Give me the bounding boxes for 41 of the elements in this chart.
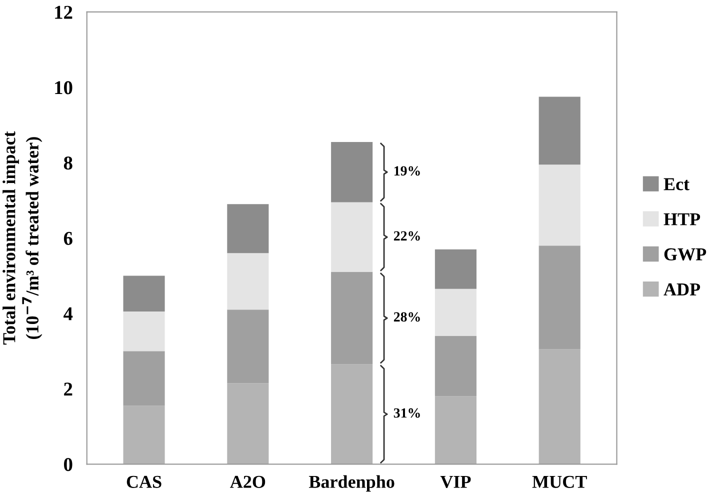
y-tick-label: 10	[55, 81, 72, 94]
bar	[538, 96, 580, 165]
bar	[331, 364, 373, 464]
annotation: 31%	[394, 408, 420, 418]
annotation: 22%	[394, 231, 420, 241]
y-tick-label: 2	[64, 382, 72, 396]
bar	[331, 272, 373, 364]
bar	[538, 246, 580, 350]
bar	[123, 351, 165, 406]
bar	[227, 310, 269, 384]
annotation: 28%	[394, 312, 420, 322]
bar	[434, 336, 476, 396]
bar	[123, 312, 165, 352]
bar	[434, 249, 476, 289]
bar	[123, 406, 165, 464]
bar	[538, 164, 580, 246]
bar	[227, 204, 269, 254]
x-tick-label: A2O	[230, 476, 266, 488]
x-tick-label: MUCT	[532, 476, 587, 488]
bar	[227, 253, 269, 310]
bar	[434, 396, 476, 464]
legend-label: HTP	[664, 213, 700, 226]
y-tick-label: 6	[64, 232, 72, 245]
bar	[123, 276, 165, 312]
y-axis-title: Total environmental impact (10$^{−7}$/m³ of treated water)	[2, 131, 42, 345]
legend-label: ADP	[664, 283, 700, 296]
bar	[331, 142, 373, 202]
x-tick-label: VIP	[440, 476, 471, 488]
bar	[434, 288, 476, 336]
legend-label: GWP	[664, 248, 706, 261]
y-tick-label: 12	[55, 6, 72, 19]
bar	[227, 383, 269, 464]
y-tick-label: 0	[64, 458, 72, 472]
y-tick-label: 4	[64, 307, 73, 320]
bar	[331, 202, 373, 272]
annotation: 19%	[394, 166, 420, 176]
y-tick-label: 8	[64, 156, 72, 170]
x-tick-label: CAS	[126, 476, 162, 488]
x-tick-label: Bardenpho	[308, 475, 394, 492]
legend-label: Ect	[664, 178, 690, 190]
bar	[538, 349, 580, 464]
